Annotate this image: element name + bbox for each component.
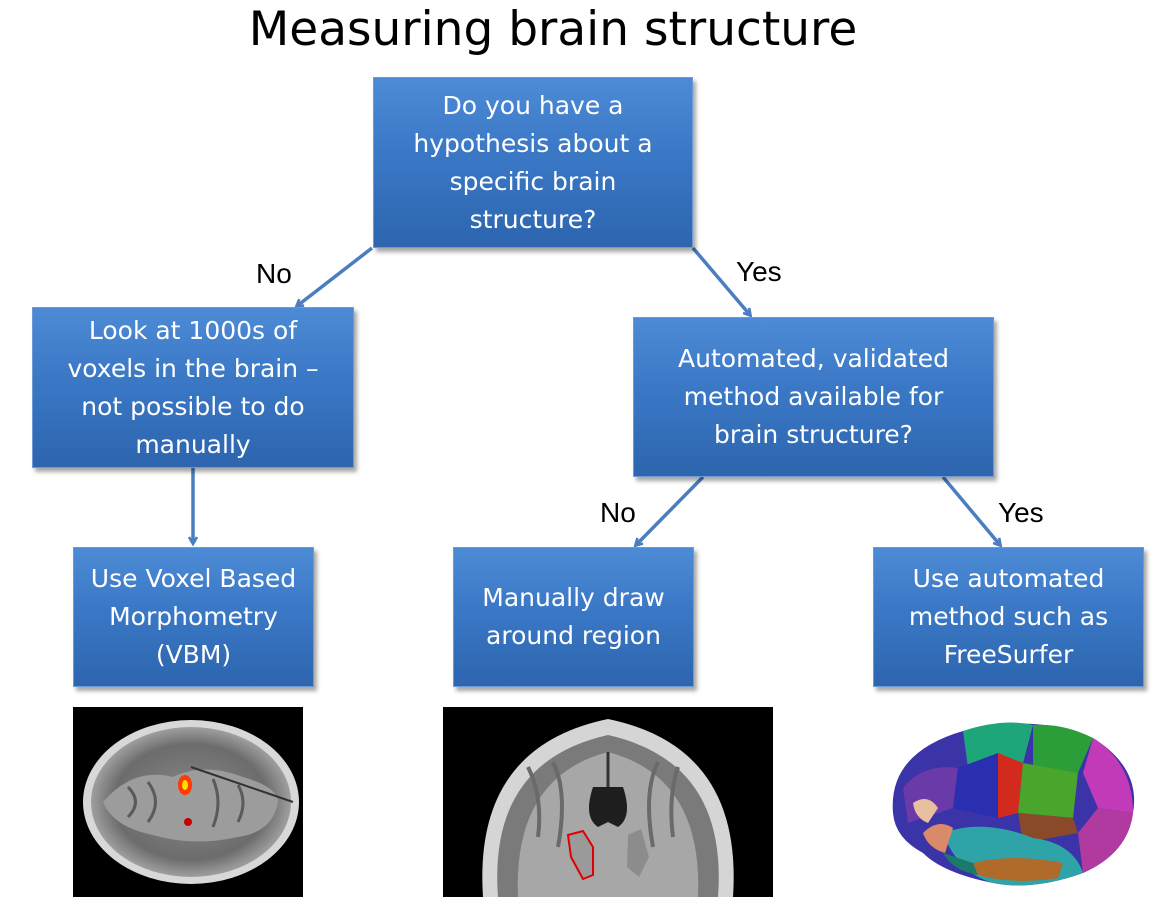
vbm-brain-image [73,707,303,897]
edge-label-yes-1: Yes [736,256,782,287]
manually-draw-box: Manually draw around region [453,547,694,687]
edge-label-yes-2: Yes [998,497,1044,528]
automated-available-box: Automated, validated method available fo… [633,317,994,477]
manual-tracing-brain-image [443,707,773,897]
edge-label-no-2: No [600,497,636,528]
freesurfer-parcellation-image [883,713,1143,893]
arrow-to-use-automated [941,475,1000,545]
use-automated-box: Use automated method such as FreeSurfer [873,547,1144,687]
arrow-to-look-voxels [297,246,374,306]
arrow-to-manually-draw [636,475,705,545]
use-vbm-box: Use Voxel Based Morphometry (VBM) [73,547,314,687]
edge-label-no-1: No [256,258,292,289]
diagram-title: Measuring brain structure [248,2,858,57]
look-voxels-box: Look at 1000s of voxels in the brain – n… [32,307,354,468]
arrow-to-automated-available [691,246,750,315]
hypothesis-box: Do you have a hypothesis about a specifi… [373,77,693,248]
